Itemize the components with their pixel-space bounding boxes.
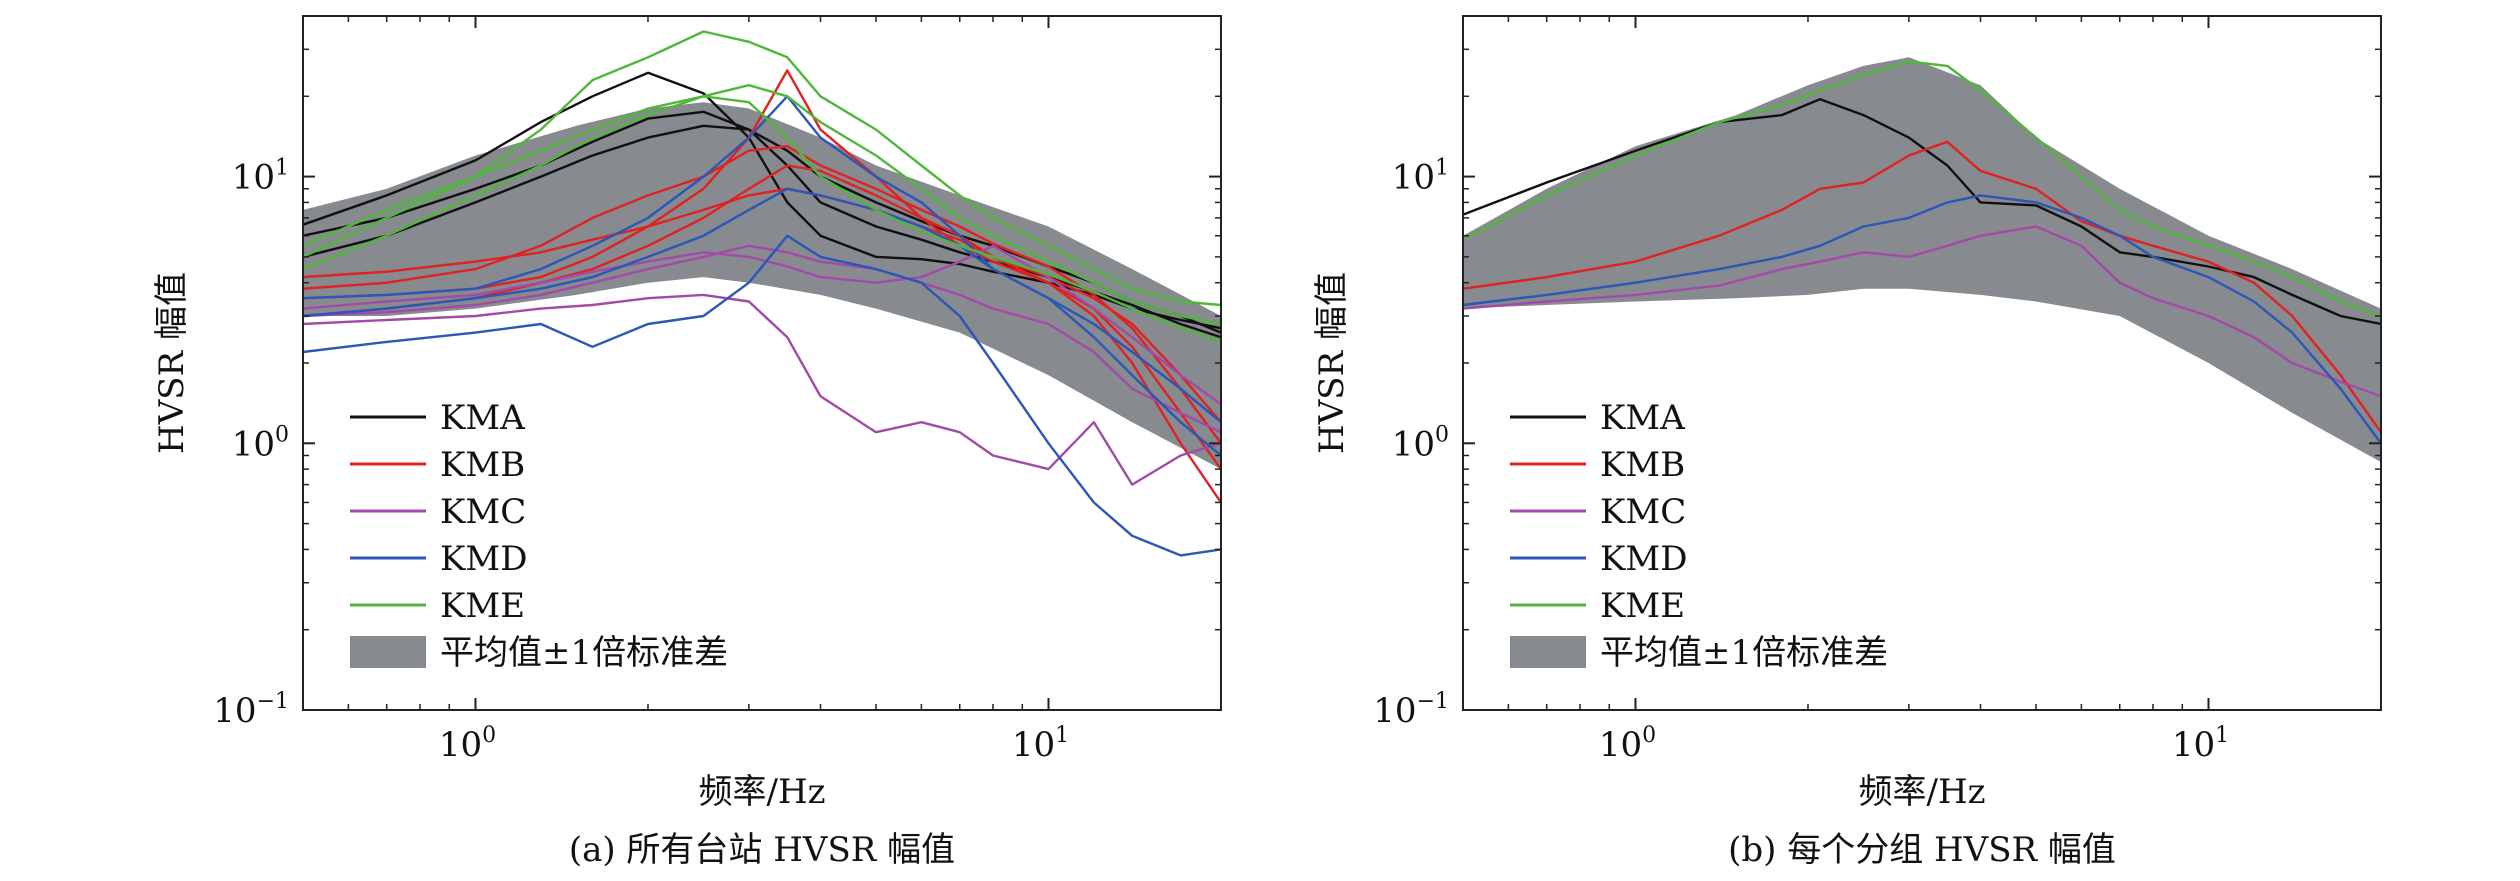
- series-line-kmc: [303, 244, 1221, 406]
- x-tick-base: 10: [1599, 725, 1642, 765]
- x-tick-label: 101: [2172, 723, 2229, 765]
- y-tick-base: 10: [213, 691, 256, 731]
- legend: KMA KMB KMC KMD KME 平均值±1倍标准差: [350, 398, 728, 673]
- series-line-kme: [303, 30, 1221, 307]
- series-line-kmc: [303, 244, 1221, 434]
- legend-label: KMB: [440, 445, 525, 485]
- std-band: [303, 102, 1221, 470]
- series-line-kmd: [1463, 194, 2381, 445]
- y-tick-exp: 1: [275, 156, 289, 181]
- legend-label: KMB: [1600, 445, 1685, 485]
- series-line-kme: [303, 95, 1221, 344]
- legend-label: KMA: [1600, 398, 1685, 438]
- y-tick-label: 101: [232, 156, 289, 198]
- legend-swatch-band: [1510, 636, 1586, 668]
- legend-label: KMD: [1600, 539, 1687, 579]
- y-tick-exp: 0: [275, 422, 289, 447]
- x-tick-label: 100: [1599, 723, 1656, 765]
- y-tick-label: 100: [232, 422, 289, 464]
- legend-label: 平均值±1倍标准差: [1600, 633, 1888, 673]
- x-tick-base: 10: [2172, 725, 2215, 765]
- legend-label: KMC: [440, 492, 526, 532]
- x-axis-label: 频率/Hz: [1858, 772, 1985, 812]
- series-line-kme: [303, 83, 1221, 326]
- series-line-kmb: [303, 69, 1221, 504]
- x-tick-label: 100: [439, 723, 496, 765]
- series-line-kme: [1463, 60, 2381, 318]
- x-tick-exp: 0: [482, 723, 496, 748]
- y-tick-base: 10: [1392, 424, 1435, 464]
- y-tick-exp: 1: [1435, 156, 1449, 181]
- x-tick-exp: 1: [2215, 723, 2229, 748]
- series-line-kmd: [303, 234, 1221, 557]
- series-line-kmd: [303, 187, 1221, 457]
- y-tick-label: 10−1: [213, 689, 289, 731]
- x-tick-base: 10: [439, 725, 482, 765]
- x-tick-base: 10: [1012, 725, 1055, 765]
- y-axis-label: HVSR 幅值: [152, 272, 192, 454]
- x-axis-label: 频率/Hz: [698, 772, 825, 812]
- legend-label: KME: [440, 586, 525, 626]
- y-tick-label: 10−1: [1373, 689, 1449, 731]
- series-line-kmc: [1463, 225, 2381, 398]
- x-tick-label: 101: [1012, 723, 1069, 765]
- plot-area: [1463, 57, 2381, 463]
- plot-area: [303, 30, 1221, 557]
- legend-swatch-band: [350, 636, 426, 668]
- y-axis-label: HVSR 幅值: [1312, 272, 1352, 454]
- series-line-kmd: [303, 95, 1221, 424]
- y-tick-label: 101: [1392, 156, 1449, 198]
- legend-label: KME: [1600, 586, 1685, 626]
- y-tick-exp: 0: [1435, 422, 1449, 447]
- x-tick-exp: 1: [1055, 723, 1069, 748]
- y-tick-base: 10: [1373, 691, 1416, 731]
- y-tick-base: 10: [1392, 158, 1435, 198]
- y-tick-exp: −1: [257, 689, 289, 714]
- panel-caption: (b) 每个分组 HVSR 幅值: [1728, 830, 2116, 870]
- panel-caption: (a) 所有台站 HVSR 幅值: [569, 830, 955, 870]
- std-band: [1463, 57, 2381, 463]
- legend-label: KMD: [440, 539, 527, 579]
- y-tick-base: 10: [232, 424, 275, 464]
- x-tick-exp: 0: [1642, 723, 1656, 748]
- series-line-kmb: [303, 144, 1221, 445]
- y-tick-base: 10: [232, 158, 275, 198]
- series-line-kmb: [1463, 140, 2381, 433]
- legend-label: KMA: [440, 398, 525, 438]
- series-line-kmc: [303, 293, 1221, 486]
- y-tick-label: 100: [1392, 422, 1449, 464]
- legend-label: 平均值±1倍标准差: [440, 633, 728, 673]
- legend-label: KMC: [1600, 492, 1686, 532]
- legend: KMA KMB KMC KMD KME 平均值±1倍标准差: [1510, 398, 1888, 673]
- y-tick-exp: −1: [1417, 689, 1449, 714]
